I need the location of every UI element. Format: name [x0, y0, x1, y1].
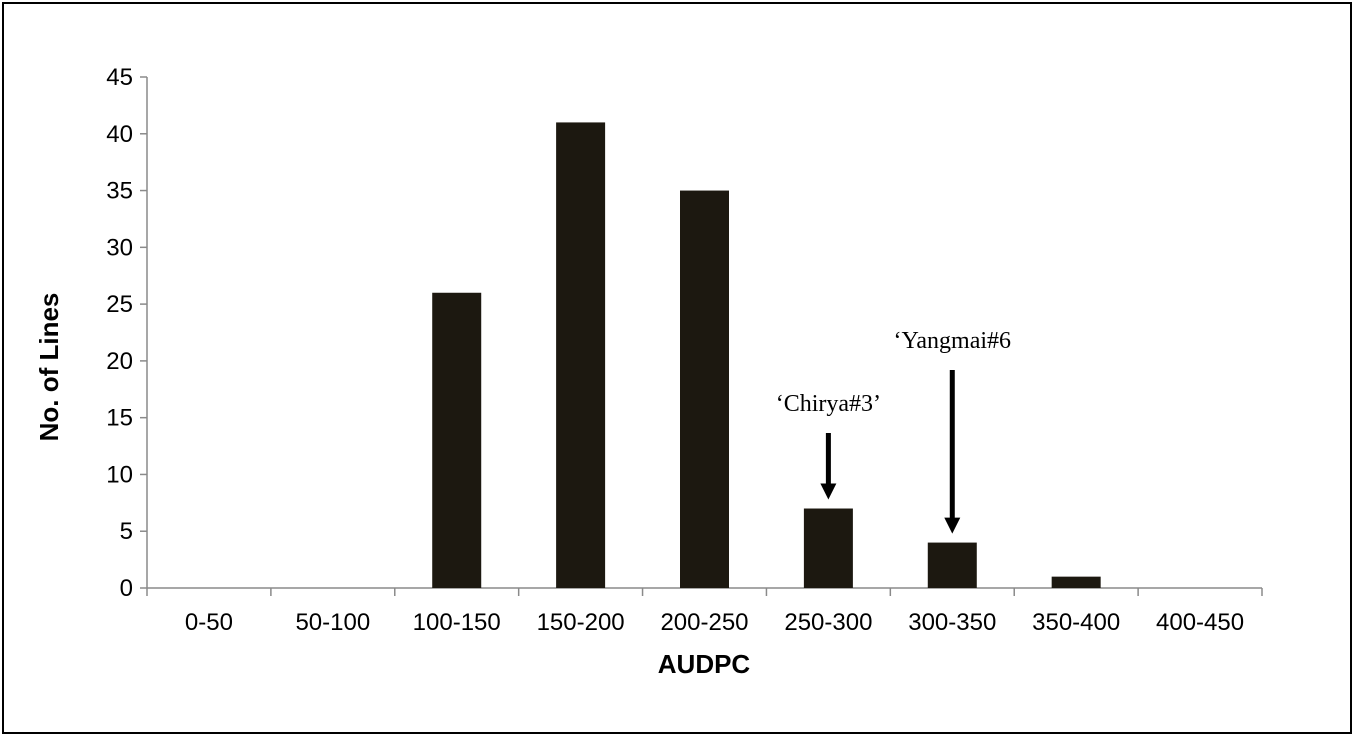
y-tick-label: 0: [120, 575, 133, 602]
x-tick-label: 300-350: [908, 609, 996, 636]
annotation-arrow-head: [820, 483, 837, 500]
x-tick-label: 0-50: [185, 609, 233, 636]
annotation-label: ‘Chirya#3’: [776, 391, 881, 417]
bar: [432, 292, 482, 588]
y-tick-label: 20: [106, 348, 133, 375]
x-axis: 0-50 50-100 100-150 150-200 200-250 250-300 30…: [146, 587, 1263, 636]
y-tick-label: 5: [120, 518, 133, 545]
y-axis-title: No. of Lines: [34, 293, 64, 442]
bar: [803, 508, 853, 588]
y-tick-label: 10: [106, 461, 133, 488]
y-tick-label: 15: [106, 405, 133, 432]
x-axis-title: AUDPC: [658, 649, 751, 679]
x-tick-label: 350-400: [1032, 609, 1120, 636]
x-tick-label: 200-250: [660, 609, 748, 636]
y-tick-label: 45: [106, 64, 133, 91]
x-tick-label: 100-150: [413, 609, 501, 636]
y-tick-label: 30: [106, 234, 133, 261]
bar: [1051, 576, 1101, 588]
bar: [927, 542, 977, 588]
y-axis: 0 5 10 15 20 25 30 35 40 45: [106, 64, 148, 602]
y-tick-label: 25: [106, 291, 133, 318]
x-tick-label: 250-300: [784, 609, 872, 636]
annotation-arrow-head: [944, 517, 961, 534]
x-tick-label: 400-450: [1156, 609, 1244, 636]
bar: [556, 122, 606, 588]
y-tick-label: 40: [106, 121, 133, 148]
x-tick-label: 150-200: [537, 609, 625, 636]
bars: [432, 122, 1101, 589]
y-tick-label: 35: [106, 178, 133, 205]
bar: [680, 190, 729, 589]
annotations: ‘Chirya#3’ ‘Yangmai#6: [776, 328, 1011, 534]
x-tick-label: 50-100: [295, 609, 370, 636]
annotation-label: ‘Yangmai#6: [893, 328, 1011, 354]
